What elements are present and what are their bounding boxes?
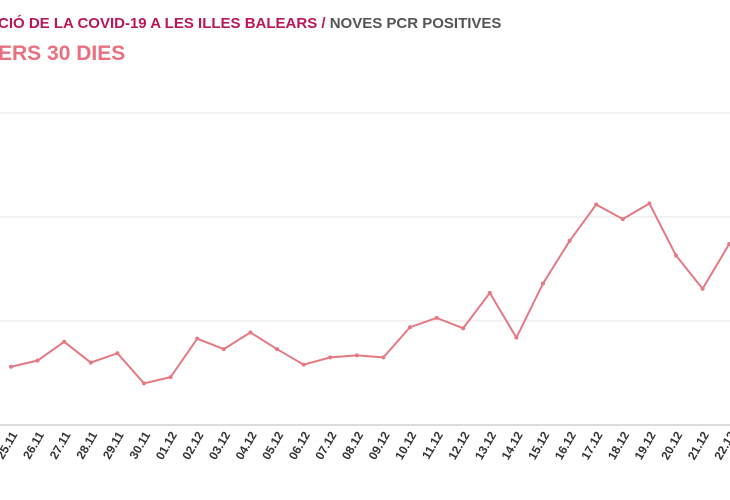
x-tick-label: 14.12 [499, 429, 526, 462]
x-tick-label: 15.12 [525, 429, 552, 462]
point [142, 381, 146, 386]
point [567, 238, 572, 243]
point [408, 325, 412, 330]
x-tick-label: 09.12 [366, 429, 393, 462]
x-tick-label: 25.11 [0, 429, 21, 462]
x-tick-label: 21.12 [685, 429, 712, 462]
point [674, 253, 678, 258]
x-tick-label: 05.12 [259, 429, 286, 462]
line [10, 202, 730, 385]
point [221, 347, 226, 352]
title-main: CIÓ DE LA COVID-19 A LES ILLES BALEARS [0, 14, 317, 32]
point [88, 360, 93, 365]
x-tick-label: 01.12 [153, 429, 180, 462]
point [168, 375, 173, 380]
point [727, 242, 730, 247]
chart-subtitle: ERS 30 DIES [0, 42, 125, 65]
x-tick-label: 22.12 [711, 429, 730, 462]
point [275, 347, 279, 352]
x-tick-label: 06.12 [286, 429, 313, 462]
x-tick-label: 12.12 [445, 429, 472, 462]
x-tick-label: 02.12 [179, 429, 206, 462]
point [594, 202, 599, 207]
x-tick-label: 03.12 [206, 429, 233, 462]
x-tick-label: 27.11 [47, 429, 74, 462]
title-separator: / [321, 15, 326, 32]
x-tick-label: 16.12 [552, 429, 579, 462]
x-tick-label: 28.11 [73, 429, 100, 462]
x-tick-label: 07.12 [312, 429, 339, 462]
point [248, 330, 253, 335]
point [328, 355, 333, 360]
x-tick-label: 11.12 [419, 429, 446, 462]
chart-title: CIÓ DE LA COVID-19 A LES ILLES BALEARS /… [0, 14, 501, 32]
point [62, 339, 67, 344]
x-tick-label: 19.12 [632, 429, 659, 462]
point [301, 362, 306, 367]
point [434, 315, 439, 320]
point [541, 281, 545, 286]
x-tick-label: 13.12 [472, 429, 499, 462]
point [514, 335, 519, 340]
point [620, 217, 625, 222]
x-tick-label: 18.12 [605, 429, 632, 462]
point [700, 286, 705, 291]
point [487, 290, 492, 295]
point [647, 201, 652, 206]
title-suffix: NOVES PCR POSITIVES [330, 15, 502, 32]
x-tick-label: 08.12 [339, 429, 366, 462]
x-tick-label: 30.11 [127, 429, 154, 462]
x-tick-label: 29.11 [100, 429, 127, 462]
point [9, 364, 13, 369]
x-tick-label: 10.12 [392, 429, 419, 462]
point [461, 326, 466, 331]
point [381, 355, 386, 360]
x-tick-label: 04.12 [233, 429, 260, 462]
point [195, 336, 200, 341]
x-tick-label: 17.12 [578, 429, 605, 462]
point [115, 351, 120, 356]
x-tick-label: 20.12 [658, 429, 685, 462]
x-tick-label: 26.11 [20, 429, 47, 462]
point [354, 353, 359, 358]
point [35, 358, 40, 363]
